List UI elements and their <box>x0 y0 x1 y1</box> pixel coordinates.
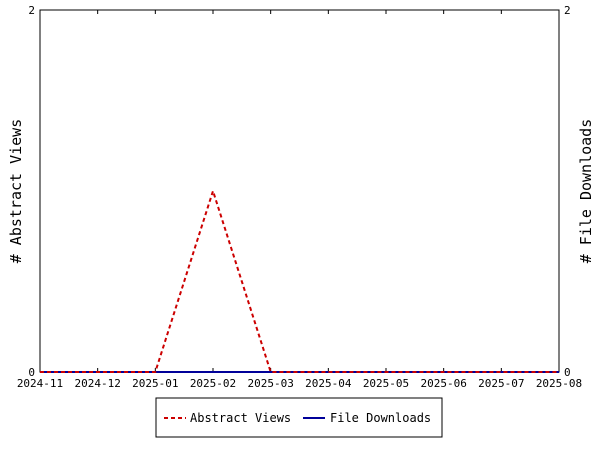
x-tick-label: 2024-11 <box>17 377 63 390</box>
y-left-tick-top: 2 <box>28 4 35 17</box>
x-tick-label: 2025-02 <box>190 377 236 390</box>
y-left-axis-label: # Abstract Views <box>7 119 25 264</box>
series-line-abstract-views <box>40 187 559 373</box>
y-right-tick-top: 2 <box>564 4 571 17</box>
y-right-tick-bottom: 0 <box>564 366 571 379</box>
x-tick-label: 2025-04 <box>305 377 352 390</box>
series-layer <box>40 187 559 373</box>
plot-area <box>39 9 560 373</box>
x-tick-label: 2025-06 <box>420 377 466 390</box>
legend-box <box>155 397 443 438</box>
legend: Abstract Views File Downloads <box>155 397 443 438</box>
y-left-tick-bottom: 0 <box>28 366 35 379</box>
x-tick-label: 2024-12 <box>74 377 120 390</box>
x-tick-label: 2025-07 <box>478 377 524 390</box>
x-tick-label: 2025-01 <box>132 377 178 390</box>
x-tick-label: 2025-05 <box>363 377 409 390</box>
legend-label-file-downloads: File Downloads <box>330 411 431 425</box>
y-right-axis-label: # File Downloads <box>577 119 595 264</box>
legend-label-abstract-views: Abstract Views <box>190 411 291 425</box>
x-tick-label: 2025-08 <box>536 377 582 390</box>
x-tick-label: 2025-03 <box>247 377 293 390</box>
